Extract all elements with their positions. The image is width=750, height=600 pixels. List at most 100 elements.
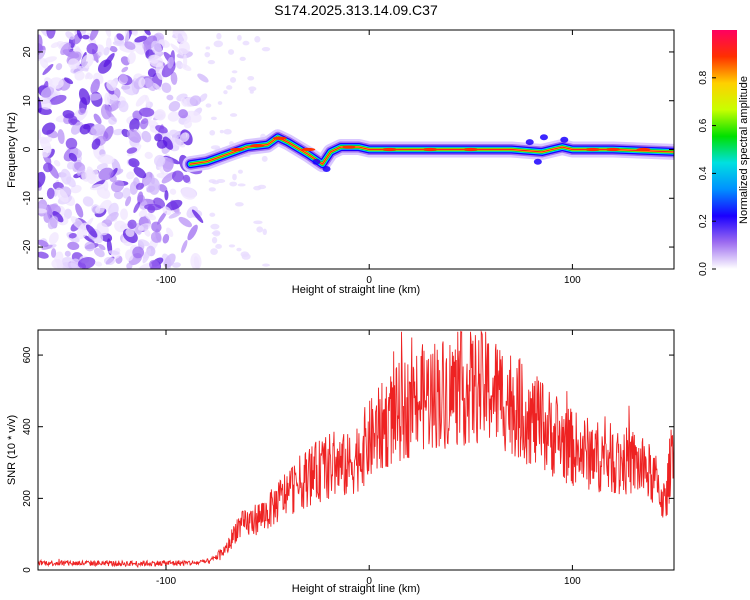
noise-blob bbox=[182, 174, 191, 183]
noise-blob bbox=[63, 208, 72, 220]
noise-blob bbox=[217, 101, 223, 105]
noise-blob bbox=[205, 46, 211, 50]
noise-blob bbox=[173, 30, 187, 37]
noise-blob bbox=[215, 244, 222, 249]
noise-blob bbox=[137, 262, 153, 269]
noise-blob bbox=[105, 30, 112, 38]
signal-hotspot bbox=[585, 147, 600, 152]
signal-hotspot bbox=[463, 147, 478, 152]
signal-side-blob bbox=[312, 158, 321, 165]
noise-blob bbox=[64, 250, 71, 257]
noise-blob bbox=[171, 170, 184, 183]
noise-blob bbox=[166, 94, 174, 101]
noise-blob bbox=[164, 253, 176, 268]
noise-blob bbox=[134, 35, 147, 43]
snr-ytick-label: 0 bbox=[22, 567, 33, 573]
noise-blob bbox=[158, 184, 168, 193]
colorbar-gradient bbox=[712, 30, 737, 269]
noise-blob bbox=[212, 230, 221, 237]
noise-blob bbox=[113, 190, 124, 200]
noise-blob bbox=[179, 132, 190, 143]
colorbar: 0.0 0.2 0.4 0.6 0.8 Normalized spectral ampl… bbox=[698, 30, 750, 276]
noise-blob bbox=[248, 86, 257, 92]
noise-blob bbox=[232, 173, 237, 181]
noise-blob bbox=[48, 232, 59, 245]
noise-blob bbox=[98, 243, 106, 251]
noise-blob bbox=[47, 216, 59, 230]
signal-side-blob bbox=[525, 139, 534, 146]
noise-blob bbox=[213, 40, 224, 48]
noise-blob bbox=[257, 184, 267, 190]
noise-blob bbox=[41, 145, 52, 158]
noise-blob bbox=[66, 176, 76, 188]
snr-frame bbox=[37, 329, 675, 571]
snr-panel: -100 0 100 0 200 400 600 Height of straight li… bbox=[6, 329, 675, 595]
noise-blob bbox=[43, 162, 53, 173]
noise-blob bbox=[253, 220, 263, 225]
noise-blob bbox=[103, 180, 109, 192]
noise-blob bbox=[229, 113, 238, 117]
noise-blob bbox=[78, 88, 91, 106]
noise-blob bbox=[109, 46, 118, 53]
noise-blob bbox=[95, 205, 105, 214]
noise-blob bbox=[38, 42, 44, 52]
noise-blob bbox=[53, 159, 61, 167]
noise-blob bbox=[93, 247, 105, 258]
signal-hotspot bbox=[272, 136, 287, 140]
noise-blob bbox=[137, 239, 150, 247]
noise-blob bbox=[91, 138, 101, 150]
noise-blob bbox=[254, 36, 261, 43]
noise-blob bbox=[64, 77, 74, 85]
noise-blob bbox=[169, 129, 181, 139]
colorbar-tick-label: 0.6 bbox=[698, 118, 709, 132]
noise-blob bbox=[210, 145, 221, 150]
noise-blob bbox=[76, 30, 83, 40]
noise-blob bbox=[38, 208, 48, 214]
noise-blob bbox=[223, 128, 232, 135]
signal-hotspot bbox=[250, 143, 265, 148]
noise-blob bbox=[157, 210, 168, 225]
noise-blob bbox=[75, 203, 84, 218]
noise-blob bbox=[162, 233, 170, 244]
noise-blob bbox=[133, 166, 147, 179]
noise-blob bbox=[209, 212, 216, 217]
spectrogram-ytick-label: -10 bbox=[22, 191, 33, 206]
noise-blob bbox=[223, 90, 228, 95]
noise-blob bbox=[161, 82, 172, 93]
noise-blob bbox=[60, 262, 78, 269]
signal-hotspot bbox=[636, 147, 651, 152]
noise-blob bbox=[144, 229, 151, 237]
noise-blob bbox=[144, 151, 153, 159]
noise-blob bbox=[108, 100, 121, 112]
noise-blob bbox=[149, 259, 161, 269]
noise-blob bbox=[261, 155, 268, 162]
noise-blob bbox=[84, 241, 95, 252]
noise-blob bbox=[168, 211, 182, 219]
signal-track bbox=[182, 129, 674, 173]
noise-blob bbox=[131, 30, 138, 36]
noise-blob bbox=[125, 249, 134, 262]
noise-blob bbox=[147, 68, 156, 78]
snr-xtick-label: -100 bbox=[156, 576, 176, 587]
noise-blob bbox=[57, 129, 65, 145]
noise-blob bbox=[124, 41, 136, 50]
noise-blob bbox=[97, 44, 105, 57]
noise-blob bbox=[125, 228, 135, 237]
noise-blob bbox=[262, 228, 267, 236]
noise-blob bbox=[102, 125, 114, 142]
noise-blob bbox=[127, 52, 136, 64]
noise-blob bbox=[256, 226, 264, 233]
noise-blob bbox=[41, 244, 53, 250]
noise-blob bbox=[38, 251, 49, 259]
noise-blob bbox=[227, 49, 235, 55]
noise-blob bbox=[237, 34, 242, 41]
noise-blob bbox=[132, 246, 145, 259]
noise-blob bbox=[234, 202, 244, 207]
noise-blob bbox=[126, 262, 133, 269]
noise-blob bbox=[76, 165, 86, 176]
noise-blob bbox=[68, 152, 78, 162]
noise-blob bbox=[78, 107, 86, 116]
noise-blob bbox=[70, 216, 85, 230]
noise-blob bbox=[108, 250, 120, 255]
